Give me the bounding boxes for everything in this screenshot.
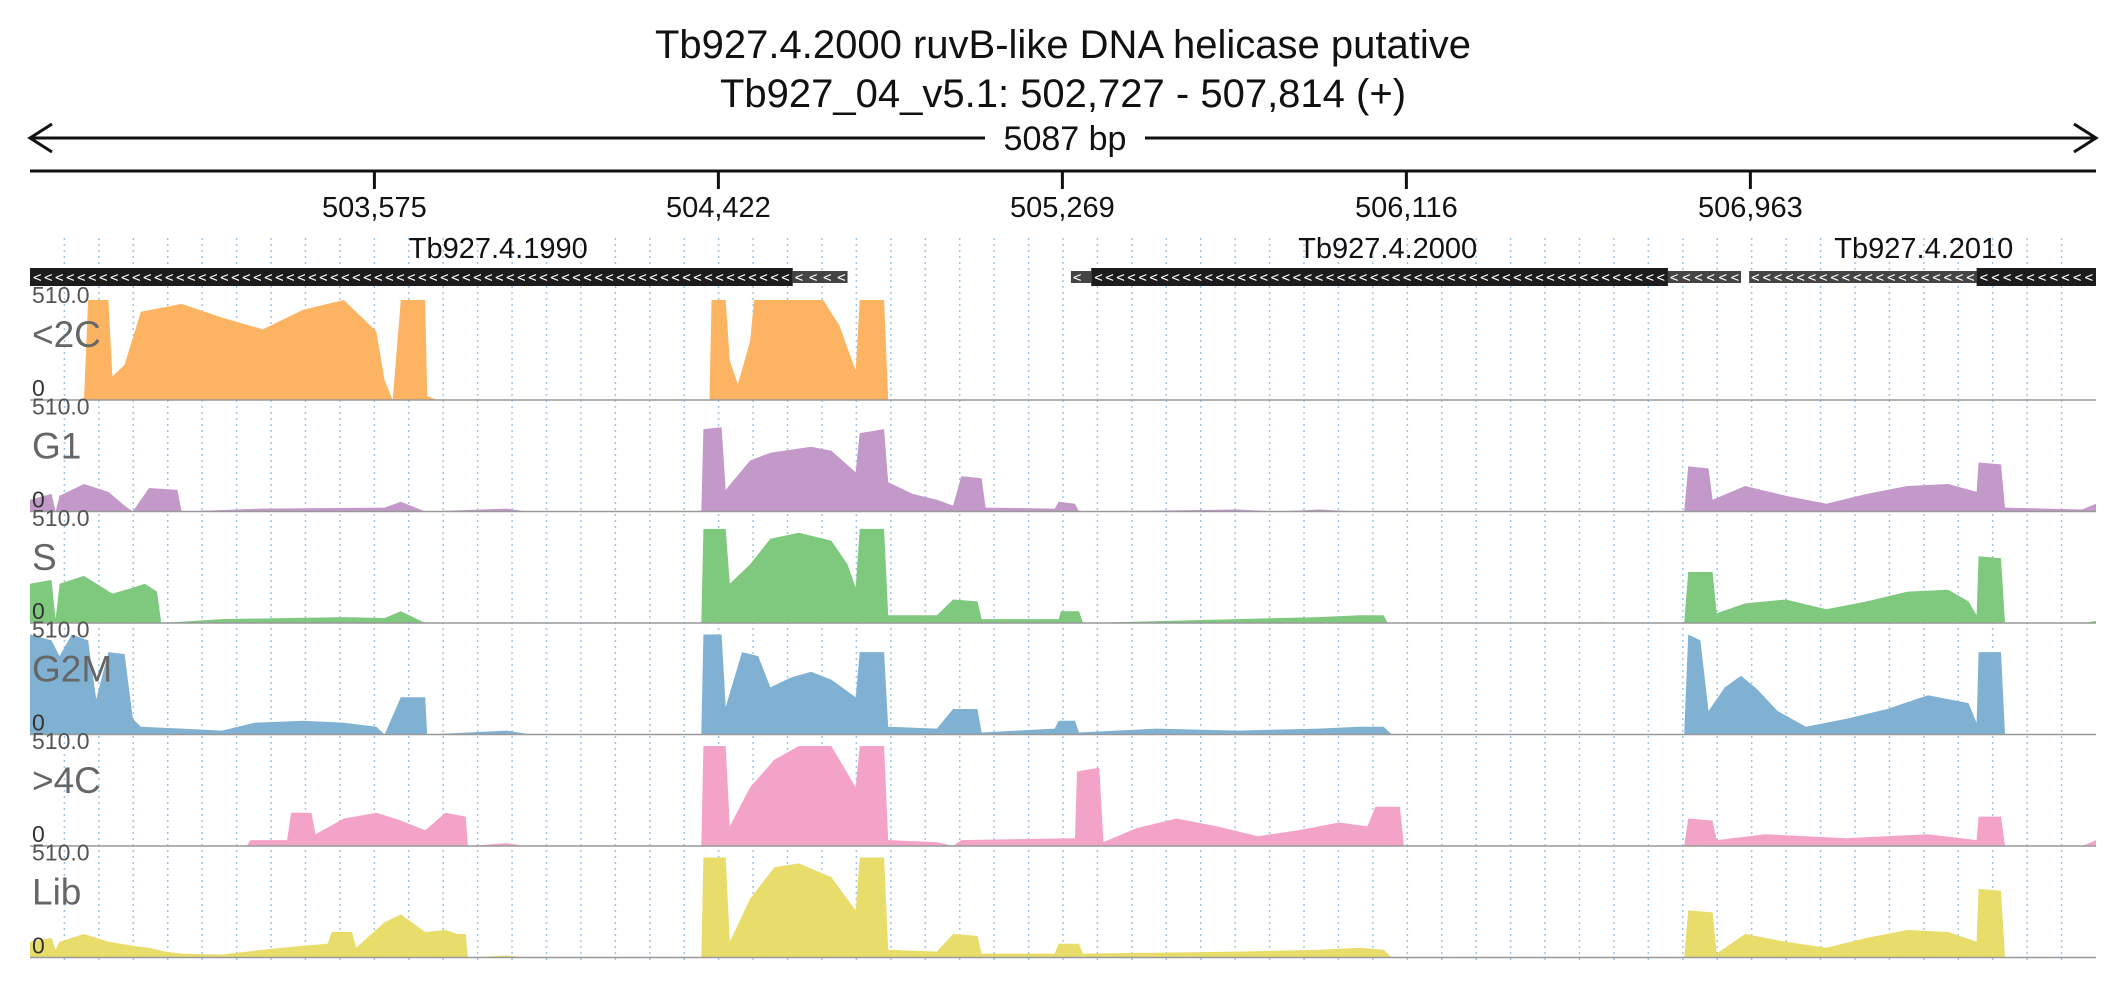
gene-cds — [30, 268, 793, 286]
track-ymax-label: 510.0 — [32, 728, 90, 754]
x-tick-label: 504,422 — [666, 192, 771, 224]
gene-Tb927.4.2010: <<<<<<<<<<<<<<<<<<<< <<<<<<<<<<Tb927.4.20… — [1749, 233, 2096, 286]
track-ymin-label: 0 — [32, 598, 45, 624]
gene-label: Tb927.4.2000 — [1298, 233, 1477, 265]
track-2: 510.0 G1 0 — [30, 394, 2096, 513]
coverage-area — [30, 427, 2096, 512]
track-5: 510.0 >4C 0 — [30, 728, 2096, 847]
right-arrowhead-icon — [2073, 122, 2099, 154]
track-3: 510.0 S 0 — [30, 505, 2096, 624]
region-length-label: 5087 bp — [1004, 120, 1127, 158]
x-tick-label: 505,269 — [1010, 192, 1115, 224]
track-ymax-label: 510.0 — [32, 617, 90, 643]
track-ymax-label: 510.0 — [32, 282, 90, 308]
chart-title: Tb927.4.2000 ruvB-like DNA helicase puta… — [655, 23, 1471, 67]
track-4: 510.0 G2M 0 — [30, 617, 2096, 736]
gene-Tb927.4.1990: <<<<<<<<<<<<<<<<<<<<<<<<<<<<<<<<<<<<<<<<… — [30, 233, 848, 286]
left-arrowhead-icon — [27, 122, 53, 154]
track-name: >4C — [32, 760, 101, 801]
track-ymax-label: 510.0 — [32, 840, 90, 866]
coverage-area — [30, 857, 2096, 958]
x-tick-label: 503,575 — [322, 192, 427, 224]
x-tick-label: 506,963 — [1698, 192, 1803, 224]
track-6: 510.0 Lib 0 — [30, 840, 2096, 959]
coverage-area — [30, 300, 2096, 400]
track-name: S — [32, 537, 57, 578]
track-name: G1 — [32, 426, 81, 467]
track-ymin-label: 0 — [32, 933, 45, 959]
strand-chevron-icon: < — [1073, 270, 1081, 286]
gene-utr — [792, 271, 848, 283]
track-ymin-label: 0 — [32, 487, 45, 513]
gene-utr — [1749, 271, 1977, 283]
chart-subtitle: Tb927_04_v5.1: 502,727 - 507,814 (+) — [720, 72, 1406, 116]
track-ymin-label: 0 — [32, 821, 45, 847]
region-length-arrow: 5087 bp — [27, 120, 2099, 158]
gene-utr — [1667, 271, 1742, 283]
track-1: 510.0 <2C 0 — [30, 282, 2096, 401]
gene-annotation-track: <<<<<<<<<<<<<<<<<<<<<<<<<<<<<<<<<<<<<<<<… — [30, 233, 2096, 286]
gene-label: Tb927.4.1990 — [409, 233, 588, 265]
track-ymax-label: 510.0 — [32, 394, 90, 420]
track-name: G2M — [32, 649, 112, 690]
coverage-area — [30, 634, 2096, 735]
gene-label: Tb927.4.2010 — [1834, 233, 2013, 265]
x-axis-ticks: 503,575 504,422 505,269 506,116 506,963 — [322, 171, 1803, 224]
gene-cds — [1976, 268, 2096, 286]
track-name: <2C — [32, 314, 101, 355]
gene-cds — [1091, 268, 1668, 286]
track-ymin-label: 0 — [32, 375, 45, 401]
coverage-tracks: 510.0<2C0510.0G10510.0S0510.0G2M0510.0>4… — [30, 282, 2096, 959]
x-tick-label: 506,116 — [1355, 192, 1458, 224]
track-ymax-label: 510.0 — [32, 505, 90, 531]
track-name: Lib — [32, 872, 81, 913]
track-ymin-label: 0 — [32, 710, 45, 736]
strand-chevron-icon: <<<<<<<<<<<<<<<<<<<<<<<<<<<<<<<<<<<<<<<<… — [33, 270, 790, 286]
gene-Tb927.4.2000: < <<<<<<<<<<<<<<<<<<<<<<<<<<<<<<<<<<<<<<<… — [1070, 233, 1742, 286]
gene-utr — [1070, 271, 1092, 283]
coverage-area — [30, 528, 2096, 623]
